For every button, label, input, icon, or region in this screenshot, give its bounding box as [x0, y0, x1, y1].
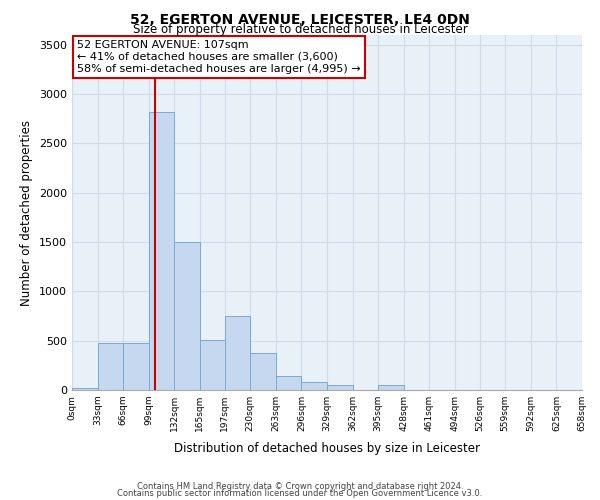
Text: Contains HM Land Registry data © Crown copyright and database right 2024.: Contains HM Land Registry data © Crown c…	[137, 482, 463, 491]
Text: 52 EGERTON AVENUE: 107sqm
← 41% of detached houses are smaller (3,600)
58% of se: 52 EGERTON AVENUE: 107sqm ← 41% of detac…	[77, 40, 361, 74]
Bar	[327, 385, 353, 390]
Y-axis label: Number of detached properties: Number of detached properties	[20, 120, 34, 306]
Text: Contains public sector information licensed under the Open Government Licence v3: Contains public sector information licen…	[118, 489, 482, 498]
Bar	[224, 316, 250, 390]
Bar	[123, 342, 149, 390]
X-axis label: Distribution of detached houses by size in Leicester: Distribution of detached houses by size …	[174, 442, 480, 456]
Text: 52, EGERTON AVENUE, LEICESTER, LE4 0DN: 52, EGERTON AVENUE, LEICESTER, LE4 0DN	[130, 12, 470, 26]
Bar	[250, 352, 276, 390]
Bar	[276, 376, 301, 390]
Text: Size of property relative to detached houses in Leicester: Size of property relative to detached ho…	[133, 22, 467, 36]
Bar	[200, 340, 224, 390]
Bar	[72, 388, 98, 390]
Bar	[301, 382, 327, 390]
Bar	[149, 112, 175, 390]
Bar	[378, 384, 404, 390]
Bar	[175, 242, 200, 390]
Bar	[98, 342, 123, 390]
